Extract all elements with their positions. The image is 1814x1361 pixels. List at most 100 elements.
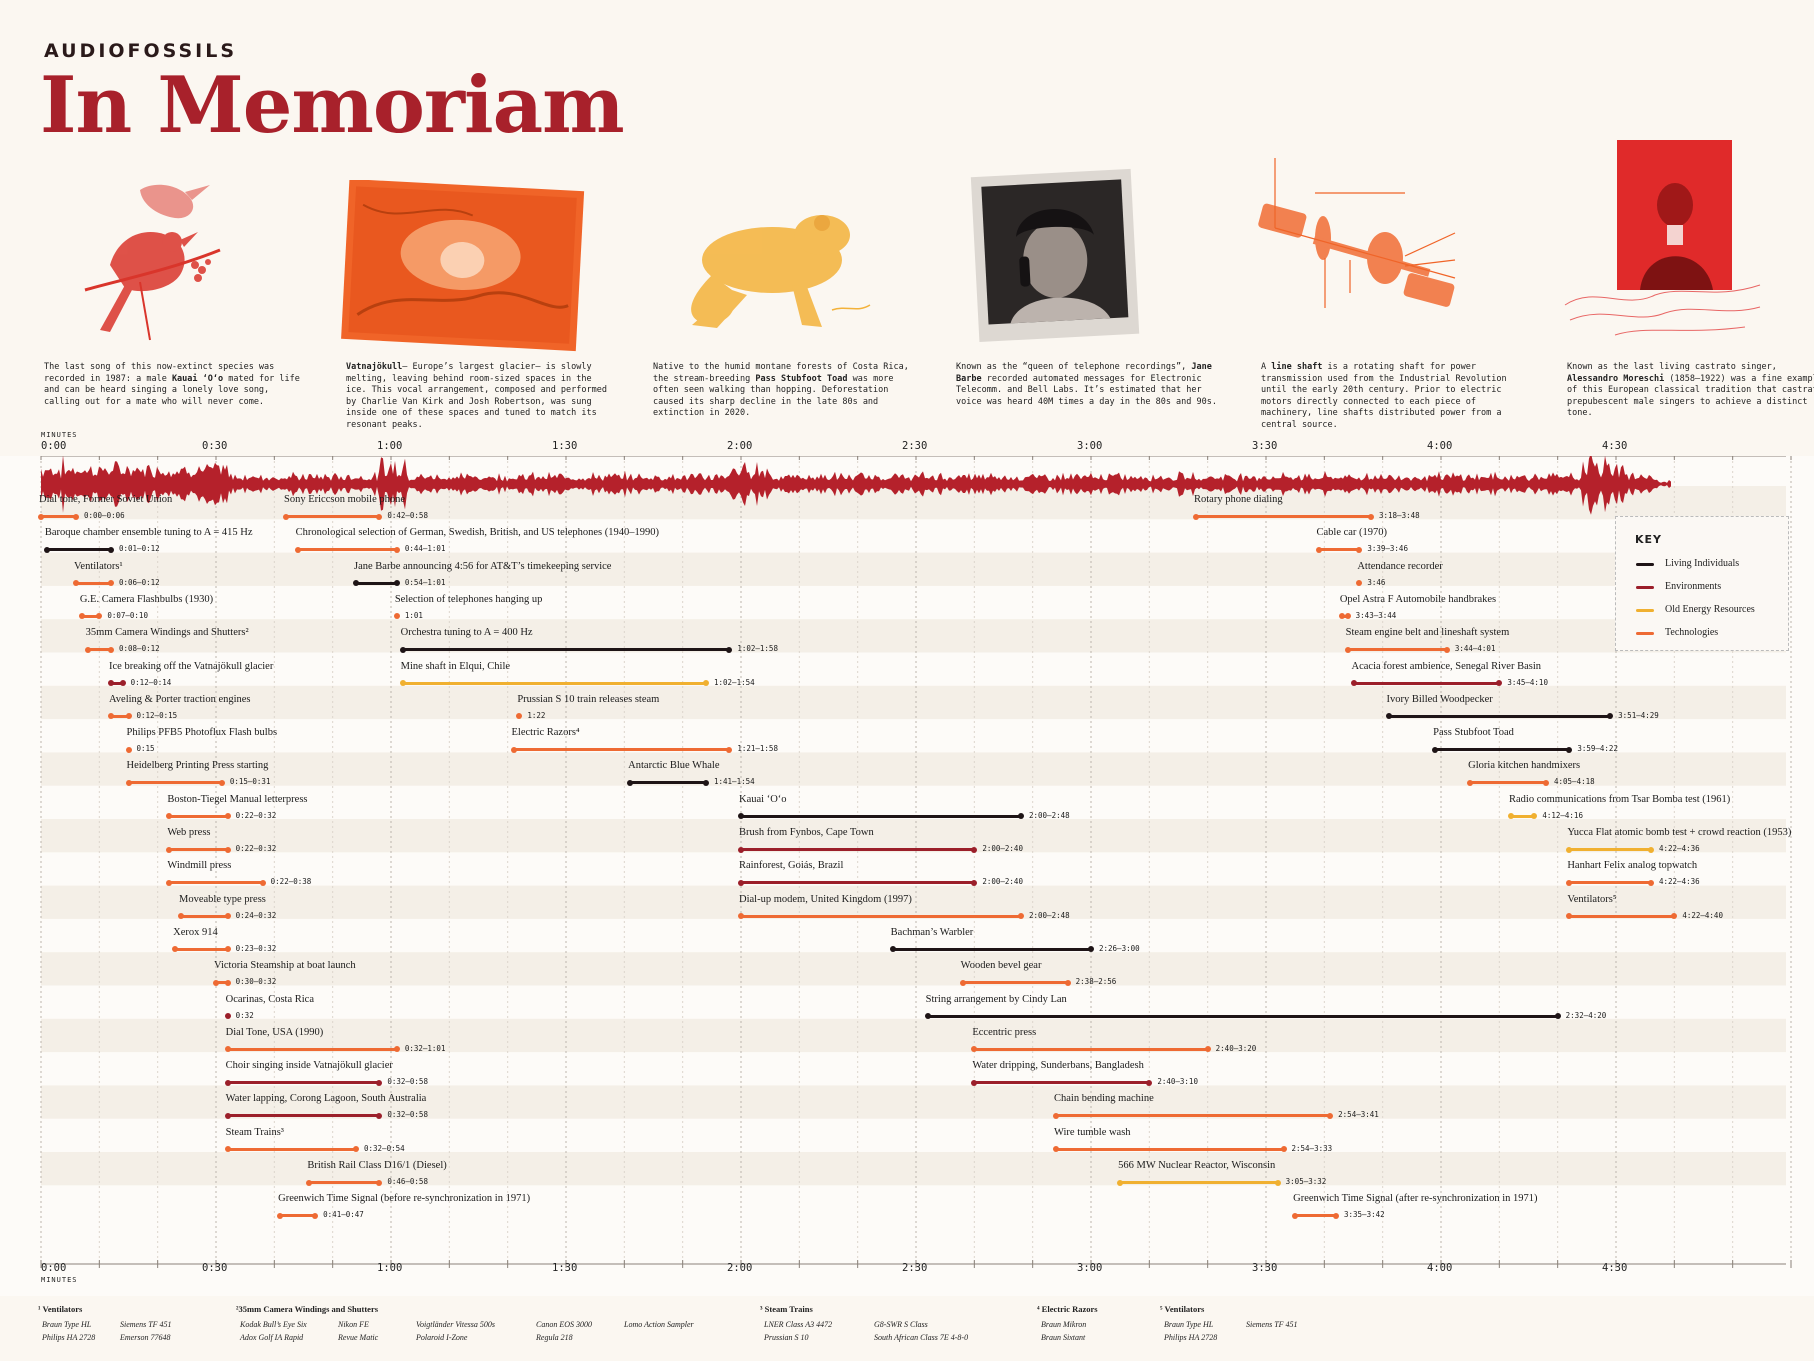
- event-start-dot: [178, 913, 184, 920]
- event-label: Hanhart Felix analog topwatch: [1567, 860, 1698, 872]
- footnote-entry: Philips HA 2728: [1164, 1333, 1218, 1342]
- line-shaft-diagram-icon: [1255, 148, 1470, 338]
- event-start-dot: [38, 513, 44, 520]
- event-time: 2:40–3:20: [1215, 1043, 1257, 1053]
- event-start-dot: [1350, 680, 1357, 686]
- event-time: 0:24–0:32: [235, 910, 277, 920]
- event-label: Selection of telephones hanging up: [394, 593, 543, 605]
- event-start-dot: [924, 1013, 931, 1019]
- event-start-dot: [1053, 1146, 1059, 1153]
- footnote-entry: G8-SWR S Class: [874, 1320, 928, 1329]
- event-duration-bar: [286, 515, 380, 518]
- event-label: Orchestra tuning to A = 400 Hz: [400, 627, 533, 639]
- event-end-dot: [312, 1212, 319, 1219]
- event-start-dot: [516, 713, 523, 720]
- legend-title: KEY: [1635, 533, 1663, 546]
- event-end-dot: [1018, 813, 1024, 820]
- event-duration-bar: [76, 581, 111, 585]
- event-label: Antarctic Blue Whale: [628, 760, 720, 772]
- event-label: Kauai ʻOʻo: [739, 793, 787, 805]
- event-time: 0:22–0:32: [235, 810, 277, 820]
- event-duration-bar: [1347, 648, 1447, 652]
- event-time: 2:00–2:40: [982, 844, 1023, 853]
- event-label: Heidelberg Printing Press starting: [126, 760, 269, 772]
- event-end-dot: [259, 879, 266, 886]
- row-band: [41, 1085, 1786, 1119]
- tick-label-top: 4:30: [1602, 440, 1628, 452]
- event-time: 0:12–0:15: [136, 710, 178, 720]
- tick-label-top: 0:00: [41, 440, 67, 452]
- event-time: 3:51–4:29: [1618, 710, 1659, 720]
- footnote-entry: Emerson 77648: [120, 1333, 171, 1342]
- event-time: 0:23–0:32: [235, 943, 277, 953]
- event-duration-bar: [41, 515, 76, 518]
- event-time: 3:39–3:46: [1367, 544, 1408, 554]
- event-label: Brush from Fynbos, Cape Town: [739, 827, 874, 838]
- footnote-entry: Philips HA 2728: [42, 1333, 96, 1342]
- event-duration-bar: [81, 614, 100, 618]
- event-label: Moveable type press: [179, 893, 266, 905]
- event-time: 1:01: [404, 610, 423, 620]
- event-start-dot: [166, 879, 173, 886]
- event-start-dot: [738, 879, 744, 886]
- event-start-dot: [108, 713, 114, 720]
- footnote-entry: South African Class 7E 4-8-0: [874, 1333, 969, 1342]
- event-time: 0:54–1:01: [404, 577, 446, 587]
- event-duration-bar: [280, 1214, 316, 1218]
- legend-label: Living Individuals: [1665, 558, 1740, 569]
- event-start-dot: [283, 513, 289, 520]
- timeline-chart: [40, 456, 1792, 1268]
- event-duration-bar: [974, 1081, 1150, 1085]
- event-end-dot: [1274, 1179, 1281, 1186]
- event-end-dot: [726, 746, 733, 753]
- event-time: 0:08–0:12: [119, 644, 160, 654]
- legend-key: KEY Living Individuals Environments Old …: [1615, 516, 1789, 651]
- event-start-dot: [172, 946, 179, 953]
- event-time: 0:22–0:38: [270, 877, 312, 887]
- event-time: 0:30–0:32: [235, 977, 277, 987]
- footnote-entry: Canon EOS 3000: [536, 1320, 592, 1329]
- event-time: 3:43–3:44: [1355, 610, 1397, 620]
- event-start-dot: [125, 746, 132, 753]
- tick-label-bottom: 3:30: [1252, 1262, 1278, 1274]
- event-time: 0:46–0:58: [387, 1177, 428, 1186]
- event-label: Dial tone, Former Soviet Union: [39, 494, 173, 505]
- event-start-dot: [277, 1212, 284, 1219]
- row-band: [41, 552, 1786, 586]
- footnote-camera: ²35mm Camera Windings and Shutters Kodak…: [236, 1304, 694, 1342]
- event-duration-bar: [181, 914, 228, 918]
- event-end-dot: [1064, 979, 1071, 986]
- event-start-dot: [353, 580, 359, 587]
- legend-swatch-environments: [1636, 586, 1654, 589]
- event-start-dot: [889, 946, 896, 953]
- event-duration-bar: [402, 681, 706, 685]
- event-end-dot: [224, 979, 231, 986]
- event-end-dot: [393, 546, 400, 553]
- footnote-column: Braun Type HL Philips HA 2728: [42, 1318, 95, 1344]
- footnote-title: ⁴ Electric Razors: [1037, 1304, 1098, 1314]
- event-label: Aveling & Porter traction engines: [109, 693, 251, 705]
- event-label: Web press: [167, 827, 211, 838]
- event-end-dot: [1443, 646, 1450, 653]
- event-start-dot: [1344, 646, 1351, 653]
- event-end-dot: [376, 1179, 383, 1186]
- event-label: Baroque chamber ensemble tuning to A = 4…: [44, 527, 253, 539]
- event-end-dot: [1543, 779, 1549, 786]
- event-duration-bar: [227, 1147, 356, 1151]
- event-start-dot: [1338, 613, 1345, 620]
- event-time: 3:18–3:48: [1379, 511, 1420, 520]
- event-end-dot: [1204, 1046, 1211, 1053]
- footnote-entry: Braun Type HL: [1164, 1320, 1214, 1329]
- legend-swatch-technologies: [1636, 632, 1654, 635]
- brand-name: AUDIOFOSSILS: [44, 40, 238, 62]
- event-duration-bar: [741, 848, 975, 851]
- footnote-entry: Nikon FE: [338, 1320, 369, 1329]
- event-time: 2:00–2:48: [1029, 810, 1070, 820]
- event-label: Bachman’s Warbler: [890, 926, 974, 938]
- event-duration-bar: [1435, 748, 1570, 752]
- event-start-dot: [738, 846, 744, 853]
- event-duration-bar: [1056, 1147, 1284, 1151]
- event-start-dot: [1385, 713, 1392, 720]
- event-label: Acacia forest ambience, Senegal River Ba…: [1351, 660, 1542, 672]
- footnote-entry: LNER Class A3 4472: [764, 1320, 833, 1329]
